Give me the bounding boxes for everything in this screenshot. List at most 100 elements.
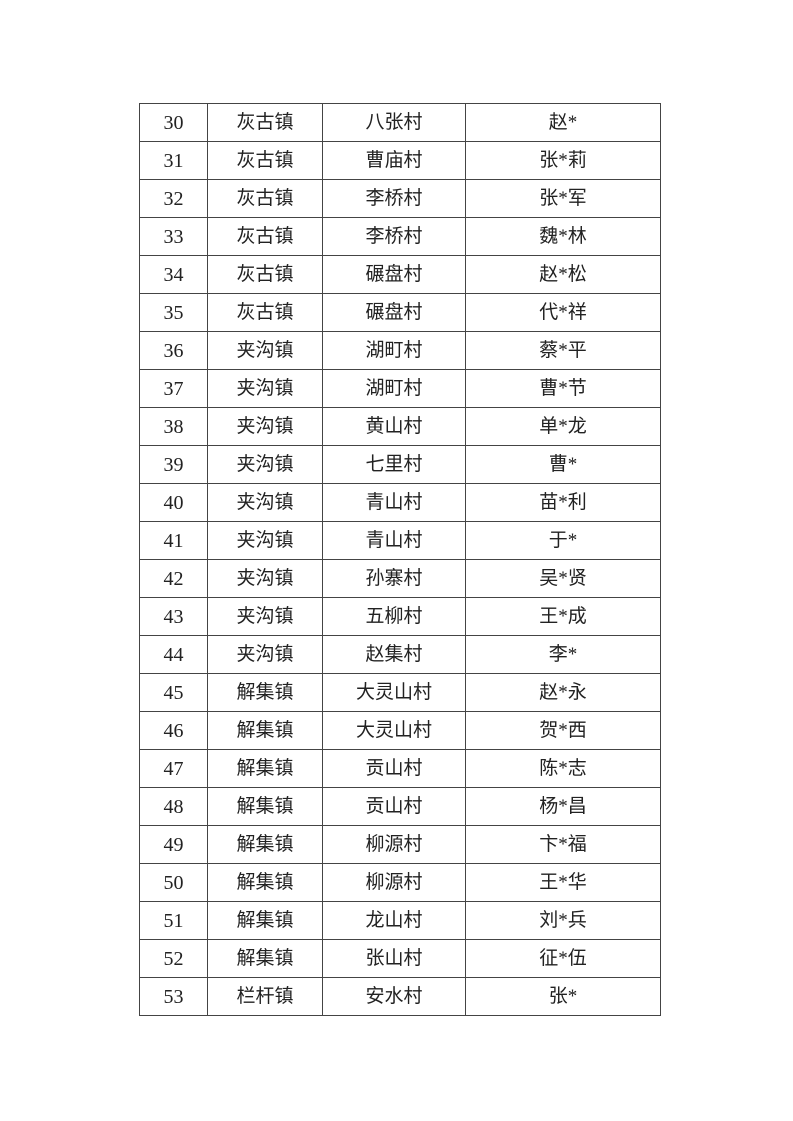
town-cell: 解集镇 (207, 787, 323, 826)
table-row: 34 灰古镇 碾盘村 赵*松 (139, 255, 661, 294)
town-cell: 解集镇 (207, 673, 323, 712)
person-name-cell: 赵*松 (465, 255, 661, 294)
row-number-cell: 44 (139, 635, 208, 674)
person-name-cell: 贺*西 (465, 711, 661, 750)
village-cell: 青山村 (322, 483, 466, 522)
row-number-cell: 31 (139, 141, 208, 180)
village-cell: 七里村 (322, 445, 466, 484)
town-cell: 灰古镇 (207, 293, 323, 332)
table-row: 37 夹沟镇 湖町村 曹*节 (139, 369, 661, 408)
town-cell: 解集镇 (207, 939, 323, 978)
row-number-cell: 47 (139, 749, 208, 788)
table-row: 45 解集镇 大灵山村 赵*永 (139, 673, 661, 712)
town-cell: 解集镇 (207, 901, 323, 940)
table-row: 51 解集镇 龙山村 刘*兵 (139, 901, 661, 940)
row-number-cell: 48 (139, 787, 208, 826)
row-number-cell: 40 (139, 483, 208, 522)
village-cell: 湖町村 (322, 369, 466, 408)
person-name-cell: 王*成 (465, 597, 661, 636)
table-row: 35 灰古镇 碾盘村 代*祥 (139, 293, 661, 332)
person-name-cell: 杨*昌 (465, 787, 661, 826)
row-number-cell: 43 (139, 597, 208, 636)
person-name-cell: 赵* (465, 103, 661, 142)
person-name-cell: 李* (465, 635, 661, 674)
table-row: 36 夹沟镇 湖町村 蔡*平 (139, 331, 661, 370)
village-cell: 曹庙村 (322, 141, 466, 180)
row-number-cell: 32 (139, 179, 208, 218)
table-row: 38 夹沟镇 黄山村 单*龙 (139, 407, 661, 446)
person-name-cell: 代*祥 (465, 293, 661, 332)
row-number-cell: 34 (139, 255, 208, 294)
table-row: 39 夹沟镇 七里村 曹* (139, 445, 661, 484)
row-number-cell: 52 (139, 939, 208, 978)
village-cell: 碾盘村 (322, 255, 466, 294)
person-name-cell: 张*莉 (465, 141, 661, 180)
village-cell: 湖町村 (322, 331, 466, 370)
village-cell: 大灵山村 (322, 673, 466, 712)
town-cell: 解集镇 (207, 711, 323, 750)
town-cell: 夹沟镇 (207, 597, 323, 636)
table-row: 53 栏杆镇 安水村 张* (139, 977, 661, 1016)
table-row: 46 解集镇 大灵山村 贺*西 (139, 711, 661, 750)
person-name-cell: 曹* (465, 445, 661, 484)
person-name-cell: 刘*兵 (465, 901, 661, 940)
village-cell: 李桥村 (322, 179, 466, 218)
row-number-cell: 38 (139, 407, 208, 446)
village-cell: 柳源村 (322, 825, 466, 864)
village-cell: 大灵山村 (322, 711, 466, 750)
town-cell: 夹沟镇 (207, 635, 323, 674)
person-name-cell: 蔡*平 (465, 331, 661, 370)
village-cell: 贡山村 (322, 749, 466, 788)
row-number-cell: 53 (139, 977, 208, 1016)
town-cell: 解集镇 (207, 749, 323, 788)
roster-table-body: 30 灰古镇 八张村 赵* 31 灰古镇 曹庙村 张*莉 32 灰古镇 李桥村 张*军 33 灰古镇 李桥村… (139, 103, 661, 1016)
town-cell: 夹沟镇 (207, 521, 323, 560)
person-name-cell: 张*军 (465, 179, 661, 218)
table-row: 52 解集镇 张山村 征*伍 (139, 939, 661, 978)
row-number-cell: 46 (139, 711, 208, 750)
row-number-cell: 30 (139, 103, 208, 142)
town-cell: 解集镇 (207, 825, 323, 864)
town-cell: 灰古镇 (207, 255, 323, 294)
village-cell: 安水村 (322, 977, 466, 1016)
town-cell: 灰古镇 (207, 141, 323, 180)
town-cell: 栏杆镇 (207, 977, 323, 1016)
row-number-cell: 45 (139, 673, 208, 712)
person-name-cell: 单*龙 (465, 407, 661, 446)
village-cell: 五柳村 (322, 597, 466, 636)
person-name-cell: 卞*福 (465, 825, 661, 864)
village-cell: 柳源村 (322, 863, 466, 902)
person-name-cell: 魏*林 (465, 217, 661, 256)
person-name-cell: 王*华 (465, 863, 661, 902)
village-cell: 孙寨村 (322, 559, 466, 598)
row-number-cell: 33 (139, 217, 208, 256)
village-cell: 张山村 (322, 939, 466, 978)
person-name-cell: 张* (465, 977, 661, 1016)
village-cell: 八张村 (322, 103, 466, 142)
table-row: 50 解集镇 柳源村 王*华 (139, 863, 661, 902)
town-cell: 夹沟镇 (207, 559, 323, 598)
table-row: 31 灰古镇 曹庙村 张*莉 (139, 141, 661, 180)
person-name-cell: 陈*志 (465, 749, 661, 788)
town-cell: 夹沟镇 (207, 369, 323, 408)
person-name-cell: 吴*贤 (465, 559, 661, 598)
table-row: 42 夹沟镇 孙寨村 吴*贤 (139, 559, 661, 598)
row-number-cell: 37 (139, 369, 208, 408)
village-cell: 龙山村 (322, 901, 466, 940)
row-number-cell: 51 (139, 901, 208, 940)
person-name-cell: 于* (465, 521, 661, 560)
town-cell: 夹沟镇 (207, 445, 323, 484)
town-cell: 灰古镇 (207, 103, 323, 142)
table-row: 49 解集镇 柳源村 卞*福 (139, 825, 661, 864)
row-number-cell: 42 (139, 559, 208, 598)
row-number-cell: 39 (139, 445, 208, 484)
town-cell: 灰古镇 (207, 179, 323, 218)
village-cell: 贡山村 (322, 787, 466, 826)
town-cell: 灰古镇 (207, 217, 323, 256)
table-row: 43 夹沟镇 五柳村 王*成 (139, 597, 661, 636)
village-cell: 黄山村 (322, 407, 466, 446)
town-cell: 夹沟镇 (207, 407, 323, 446)
row-number-cell: 50 (139, 863, 208, 902)
table-row: 47 解集镇 贡山村 陈*志 (139, 749, 661, 788)
person-name-cell: 曹*节 (465, 369, 661, 408)
